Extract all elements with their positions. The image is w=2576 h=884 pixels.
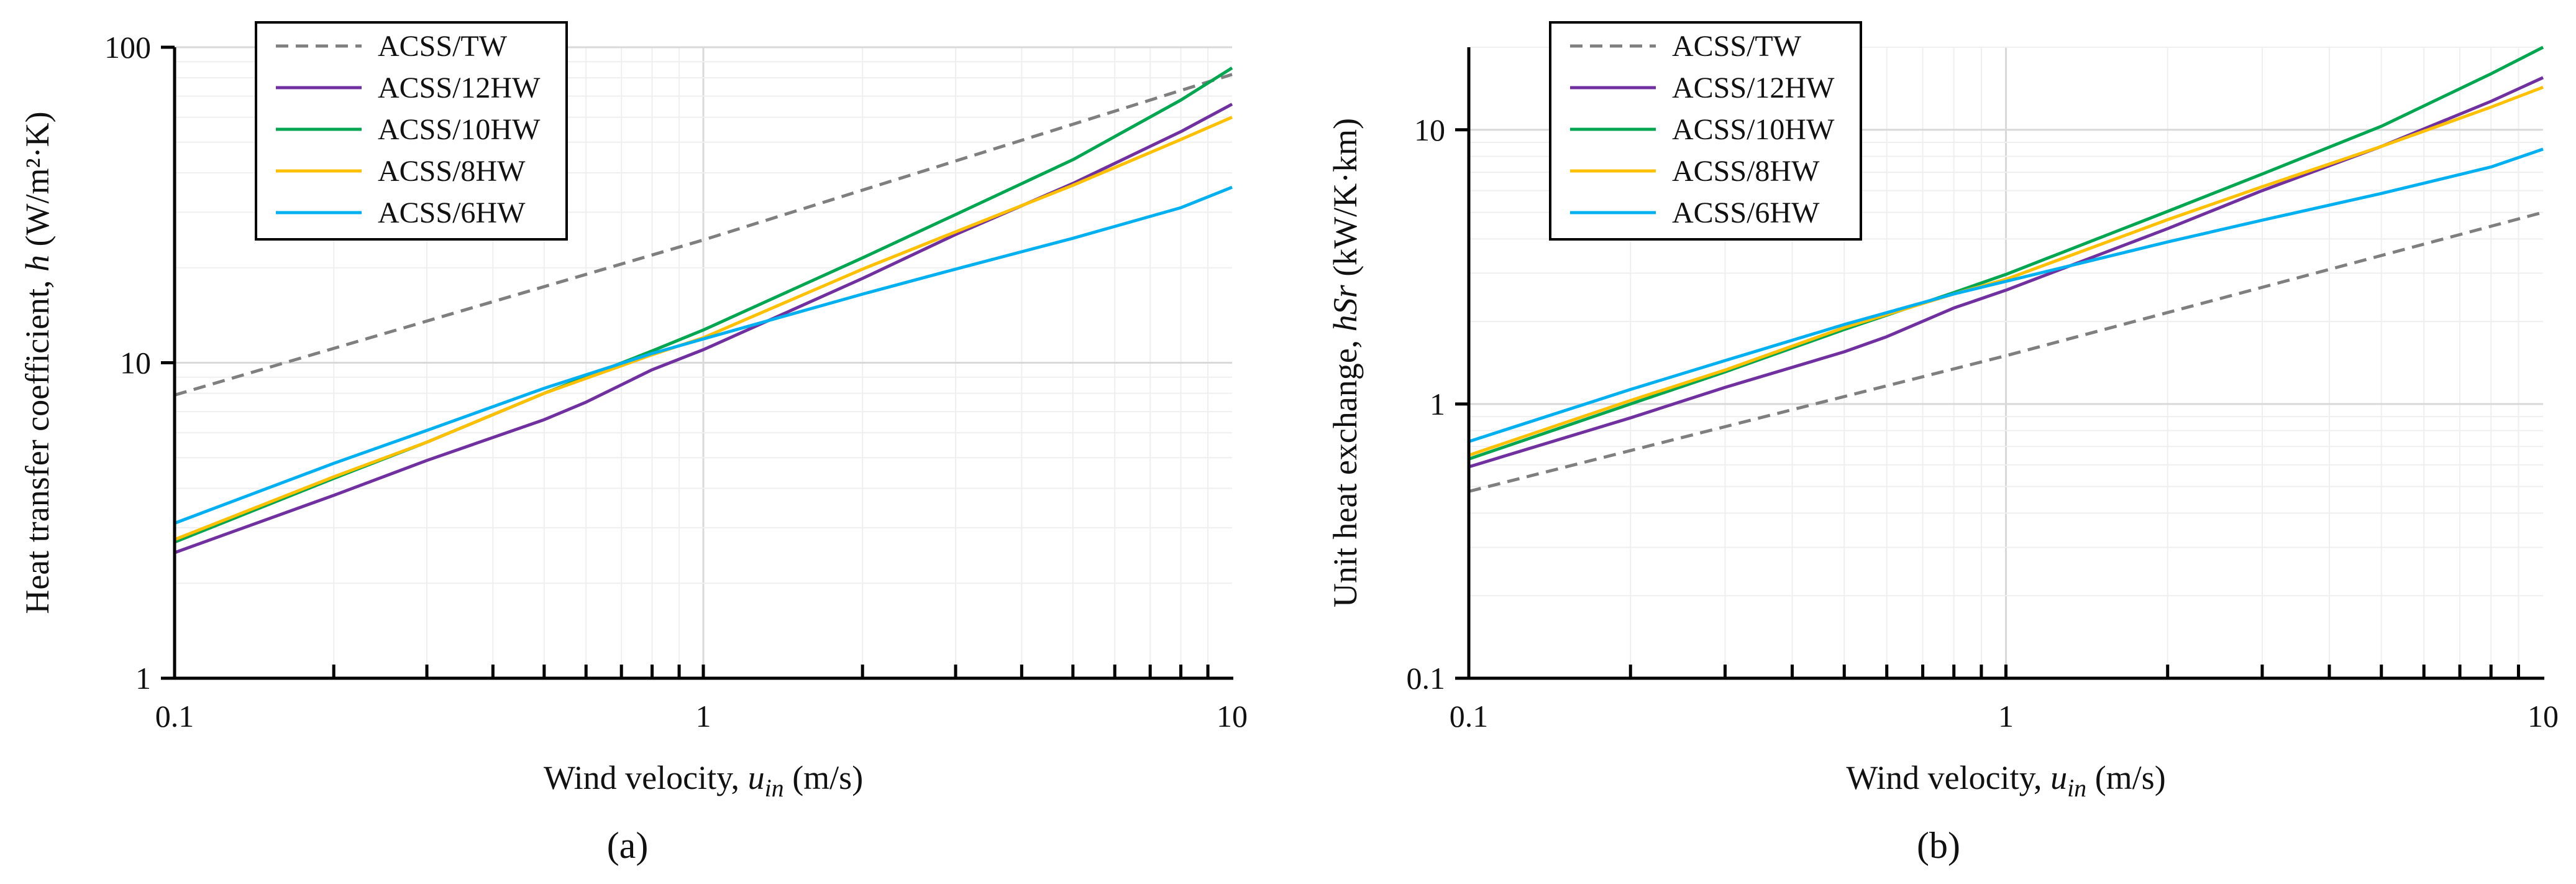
series-line-acss-6hw xyxy=(1468,147,2544,443)
y-axis-title: Heat transfer coefficient, h (W/m²·K) xyxy=(19,111,56,614)
legend-label: ACSS/12HW xyxy=(1672,71,1835,104)
legend-label: ACSS/8HW xyxy=(1672,155,1820,188)
x-axis-title: Wind velocity, uin (m/s) xyxy=(1846,759,2165,802)
chart-b-legend: ACSS/TW ACSS/12HW ACSS/10HW ACSS/8HW ACSS/6H… xyxy=(1549,21,1862,241)
chart-a-legend: ACSS/TW ACSS/12HW ACSS/10HW ACSS/8HW ACSS/6H… xyxy=(255,21,568,241)
series-line-acss-tw xyxy=(1468,211,2544,493)
series-line-acss-6hw xyxy=(174,185,1233,525)
legend-label: ACSS/12HW xyxy=(378,71,541,104)
chart-b-series xyxy=(1468,45,2544,493)
series-line-acss-tw xyxy=(174,73,1233,397)
x-tick-label: 1 xyxy=(696,699,711,734)
legend-label: ACSS/8HW xyxy=(378,155,526,188)
legend-label: ACSS/6HW xyxy=(1672,196,1820,229)
y-axis-title: Unit heat exchange, hSr (kW/K·km) xyxy=(1327,118,1364,607)
x-axis-title: Wind velocity, uin (m/s) xyxy=(544,759,863,802)
x-tick-label: 0.1 xyxy=(1450,699,1489,734)
y-tick-label: 0.1 xyxy=(1407,661,1446,696)
legend-label: ACSS/10HW xyxy=(378,113,541,146)
chart-a-series xyxy=(174,67,1233,555)
y-tick-label: 1 xyxy=(135,661,151,696)
chart-b: 0.1 1 10 0.1 1 10 Wind velocity, uin (m/s) Unit… xyxy=(1327,21,2559,866)
chart-a-grid xyxy=(173,46,1232,679)
legend-label: ACSS/10HW xyxy=(1672,113,1835,146)
figure-caption: (b) xyxy=(1917,825,1960,866)
x-tick-label: 10 xyxy=(1217,699,1248,734)
series-line-acss-10hw xyxy=(1468,45,2544,461)
legend-label: ACSS/6HW xyxy=(378,196,526,229)
series-line-acss-12hw xyxy=(174,103,1233,555)
y-tick-label: 10 xyxy=(120,346,151,380)
y-tick-label: 1 xyxy=(1430,387,1445,421)
x-tick-label: 10 xyxy=(2528,699,2559,734)
legend-label: ACSS/TW xyxy=(1672,30,1802,63)
y-tick-label: 10 xyxy=(1414,113,1445,147)
chart-b-axes: 0.1 1 10 0.1 1 10 xyxy=(1407,47,2559,734)
y-tick-label: 100 xyxy=(104,30,151,65)
x-tick-label: 0.1 xyxy=(155,699,194,734)
series-line-acss-8hw xyxy=(1468,85,2544,457)
legend-label: ACSS/TW xyxy=(378,30,508,63)
x-tick-label: 1 xyxy=(1998,699,2014,734)
figure-caption: (a) xyxy=(607,825,649,866)
